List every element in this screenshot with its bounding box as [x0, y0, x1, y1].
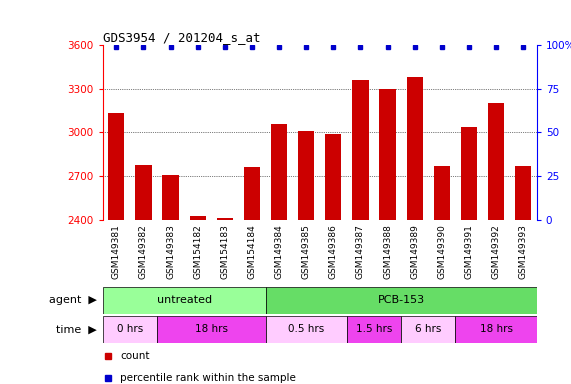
Bar: [157, 316, 266, 343]
Bar: [298, 131, 315, 220]
Bar: [461, 127, 477, 220]
Text: 1.5 hrs: 1.5 hrs: [356, 324, 392, 334]
Text: GSM149393: GSM149393: [518, 224, 528, 279]
Bar: [108, 113, 124, 220]
Bar: [271, 124, 287, 220]
Bar: [266, 287, 537, 314]
Text: 6 hrs: 6 hrs: [415, 324, 441, 334]
Text: time  ▶: time ▶: [57, 324, 97, 334]
Text: 18 hrs: 18 hrs: [480, 324, 513, 334]
Text: GSM149382: GSM149382: [139, 224, 148, 279]
Bar: [401, 316, 456, 343]
Bar: [352, 80, 369, 220]
Bar: [244, 167, 260, 220]
Bar: [380, 89, 396, 220]
Text: percentile rank within the sample: percentile rank within the sample: [120, 373, 296, 383]
Bar: [407, 77, 423, 220]
Text: GSM149388: GSM149388: [383, 224, 392, 279]
Bar: [325, 134, 341, 220]
Text: untreated: untreated: [156, 295, 212, 305]
Text: GSM149391: GSM149391: [464, 224, 473, 279]
Bar: [266, 316, 347, 343]
Text: 0 hrs: 0 hrs: [117, 324, 143, 334]
Text: agent  ▶: agent ▶: [49, 295, 97, 305]
Bar: [162, 175, 179, 220]
Text: 18 hrs: 18 hrs: [195, 324, 228, 334]
Text: GSM149392: GSM149392: [492, 224, 501, 279]
Text: GSM149381: GSM149381: [112, 224, 121, 279]
Bar: [103, 316, 157, 343]
Text: GSM154182: GSM154182: [193, 224, 202, 279]
Text: count: count: [120, 351, 150, 361]
Text: PCB-153: PCB-153: [377, 295, 425, 305]
Text: GSM149385: GSM149385: [301, 224, 311, 279]
Bar: [190, 215, 206, 220]
Text: GSM149383: GSM149383: [166, 224, 175, 279]
Text: GSM149387: GSM149387: [356, 224, 365, 279]
Bar: [434, 166, 450, 220]
Text: 0.5 hrs: 0.5 hrs: [288, 324, 324, 334]
Bar: [488, 103, 504, 220]
Text: GSM154183: GSM154183: [220, 224, 230, 279]
Bar: [217, 218, 233, 220]
Bar: [347, 316, 401, 343]
Bar: [103, 287, 266, 314]
Bar: [135, 164, 152, 220]
Bar: [515, 166, 532, 220]
Text: GDS3954 / 201204_s_at: GDS3954 / 201204_s_at: [103, 31, 260, 44]
Text: GSM149384: GSM149384: [275, 224, 284, 279]
Bar: [456, 316, 537, 343]
Text: GSM149386: GSM149386: [329, 224, 338, 279]
Text: GSM149390: GSM149390: [437, 224, 447, 279]
Text: GSM154184: GSM154184: [247, 224, 256, 279]
Text: GSM149389: GSM149389: [410, 224, 419, 279]
